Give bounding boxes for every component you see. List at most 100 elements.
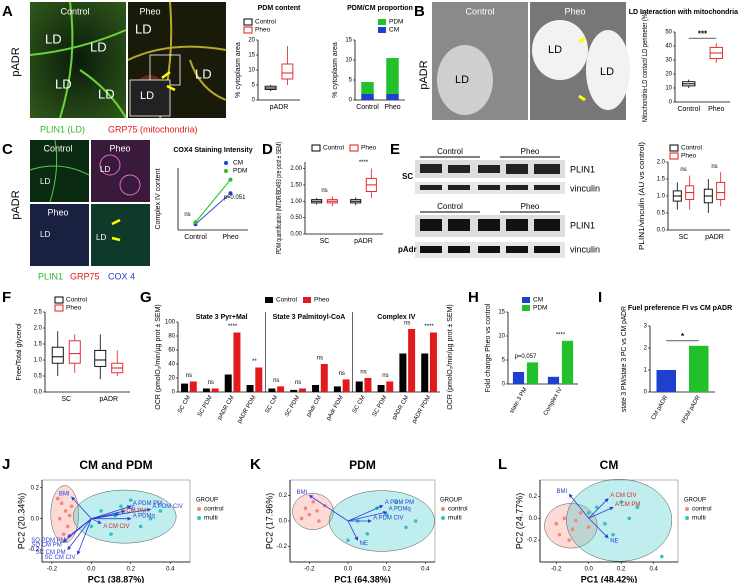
- legend-label: CM: [389, 27, 399, 34]
- loading-label: A PDM PM: [385, 500, 414, 506]
- legend-label: Pheo: [681, 153, 697, 160]
- legend-label: CM: [233, 160, 243, 167]
- legend-swatch: [669, 144, 679, 152]
- y-tick-label: 100: [165, 320, 176, 326]
- image-title: Pheo: [564, 6, 585, 16]
- legend-label: multi: [448, 515, 462, 522]
- x-tick-label: pADR PDM: [237, 395, 258, 425]
- loading-arrow: [71, 496, 92, 519]
- loading-label: SQ CM PM: [31, 542, 61, 548]
- y-tick-label: 0.2: [279, 493, 288, 499]
- loading-label: A PDMq: [133, 513, 155, 519]
- bar: [224, 374, 232, 392]
- image-label: LD: [98, 86, 115, 101]
- loading-arrow: [308, 495, 349, 522]
- x-tick-label: SC PDM: [372, 395, 389, 418]
- legend-label: PDM: [233, 168, 247, 175]
- x-tick-label: pAdr PDM: [326, 395, 345, 422]
- point: [567, 538, 572, 542]
- annotation: ns: [184, 212, 190, 218]
- x-tick-label: SC: [679, 234, 689, 241]
- x-tick-label: 0.4: [649, 567, 658, 573]
- row-label: pADR: [418, 60, 430, 89]
- legend-swatch: [303, 297, 311, 303]
- y-axis-label: Fold change Pheo vs control: [485, 303, 492, 392]
- y-axis-label: PC2 (20.34%): [16, 493, 26, 550]
- y-tick-label: 0.2: [31, 485, 40, 491]
- y-axis-label: PC2 (24.77%): [514, 493, 524, 550]
- legend-swatch: [243, 26, 253, 34]
- x-tick-label: SC PDM: [284, 395, 301, 418]
- x-tick-label: pAdr CM: [306, 395, 323, 419]
- chart-title: PDM content: [258, 5, 301, 12]
- point: [109, 532, 113, 536]
- band-label: PLIN1: [570, 164, 595, 174]
- bar: [526, 362, 539, 384]
- point: [119, 504, 123, 509]
- x-axis-label: PC1 (48.42%): [581, 574, 638, 583]
- x-tick-label: 0.2: [617, 567, 626, 573]
- legend-swatch: [54, 296, 64, 304]
- x-tick-label: 0.0: [87, 567, 96, 573]
- annotation: ***: [698, 29, 708, 38]
- micrograph: Control Pheo Pheo LD LD LD LD: [29, 139, 150, 266]
- loading-label: A PDMq: [389, 507, 411, 513]
- point: [69, 504, 74, 509]
- point: [603, 521, 607, 526]
- legend-swatch: [311, 144, 321, 152]
- y-tick-label: 10: [665, 86, 672, 92]
- legend-label: Pheo: [314, 297, 330, 304]
- y-tick-label: 0.2: [529, 494, 538, 500]
- micrograph: Control Pheo LD LD LD LD LD LD LD: [29, 1, 227, 119]
- box: [68, 340, 81, 364]
- box: [94, 349, 107, 367]
- row-label: pAdr: [398, 245, 417, 254]
- annotation: ****: [556, 332, 566, 338]
- point: [573, 518, 578, 523]
- loading-label: A PDM CIV: [373, 516, 403, 522]
- box: [51, 346, 64, 364]
- loading-label: NE: [610, 539, 618, 545]
- y-axis-label: % cytoplasm area: [332, 42, 339, 98]
- loading-label: A PDM CIV: [153, 504, 183, 510]
- x-tick-label: -0.2: [304, 567, 315, 573]
- y-tick-label: 0: [644, 390, 648, 396]
- y-tick-label: 2.0: [34, 326, 43, 332]
- bar: [561, 340, 574, 384]
- point: [138, 524, 143, 529]
- y-tick-label: 10: [498, 334, 505, 340]
- y-tick-label: 0.0: [31, 516, 40, 522]
- y-tick-label: 0.0: [279, 519, 288, 525]
- panel-label: C: [2, 141, 13, 158]
- image-label: LD: [90, 39, 107, 54]
- legend-label: Control: [66, 297, 88, 304]
- bar: [547, 376, 560, 384]
- legend-label: PDM: [389, 19, 403, 26]
- image-label: LD: [195, 66, 212, 81]
- x-tick-label: 0.0: [344, 567, 353, 573]
- y-tick-label: 10: [345, 58, 352, 64]
- point: [59, 501, 64, 506]
- bar-segment: [386, 58, 399, 94]
- group-title: Complex IV: [377, 314, 415, 321]
- point: [557, 532, 562, 537]
- point: [158, 509, 163, 513]
- legend-title: GROUP: [196, 498, 218, 504]
- panel-label: I: [598, 289, 602, 306]
- annotation: p=0.057: [515, 354, 538, 360]
- x-tick-label: PDM pADR: [681, 394, 702, 424]
- point: [228, 177, 233, 182]
- loading-arrow: [76, 518, 92, 555]
- x-tick-label: 0.0: [585, 567, 594, 573]
- y-axis-label: % cytoplasm area: [235, 42, 242, 98]
- legend-label: Control: [681, 145, 703, 152]
- loading-label: BMI: [59, 492, 70, 498]
- loading-arrow: [347, 505, 384, 522]
- point: [307, 512, 312, 517]
- point: [570, 527, 575, 531]
- legend-label: Pheo: [255, 27, 271, 34]
- point: [346, 538, 350, 543]
- y-tick-label: 5: [349, 78, 353, 84]
- chart-title: CM and PDM: [79, 458, 152, 472]
- legend-swatch: [378, 19, 386, 25]
